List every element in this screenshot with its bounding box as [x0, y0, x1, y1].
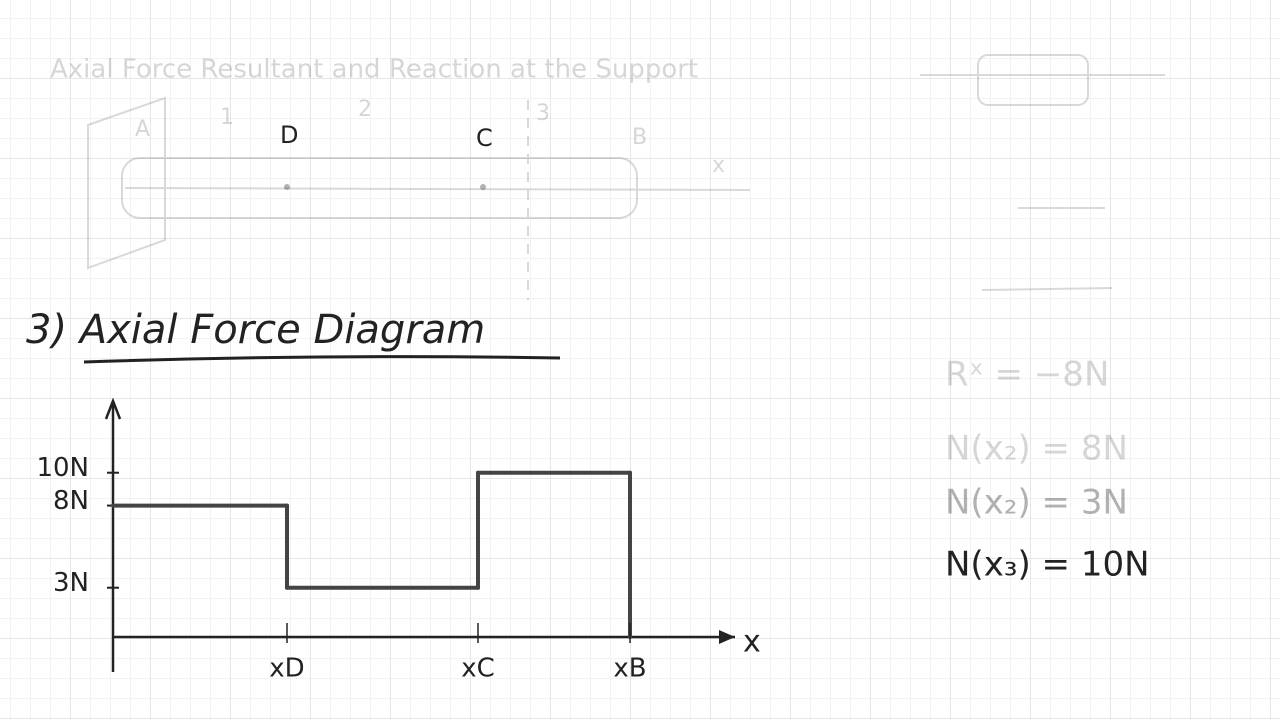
axis-label: x: [712, 153, 725, 178]
y-tick-label: 8N: [53, 486, 89, 516]
y-tick-label: 10N: [36, 453, 89, 483]
point-d: [284, 184, 290, 190]
y-tick-label: 3N: [53, 568, 89, 598]
section-title: 3) Axial Force Diagram: [26, 307, 485, 353]
beam: [121, 157, 638, 219]
section-label: 3: [536, 101, 550, 126]
point-label: A: [135, 117, 150, 142]
reaction: Rˣ = −8N: [945, 355, 1109, 395]
heading: Axial Force Resultant and Reaction at th…: [50, 55, 698, 85]
x-arrow: [719, 630, 735, 644]
title-underline: [83, 355, 561, 364]
section-label: 1: [220, 105, 234, 130]
y-arrow: [104, 397, 122, 420]
equation: N(x₂) = 3N: [945, 483, 1128, 523]
x-tick-label: xB: [613, 654, 646, 684]
beam-axis: [124, 187, 751, 191]
point-label: D: [280, 121, 298, 149]
x-tick-label: xC: [461, 654, 495, 684]
section-label: 2: [358, 97, 372, 122]
x-tick-label: xD: [269, 654, 304, 684]
faded-notes: Rˣ = −8N: [920, 54, 1165, 395]
equation: N(x₂) = 8N: [945, 429, 1128, 469]
point-label: B: [632, 125, 647, 150]
beam-points: [284, 184, 486, 190]
equation: N(x₃) = 10N: [945, 545, 1150, 585]
x-axis-label: x: [743, 625, 761, 660]
arrow: [981, 287, 1113, 291]
point-label: C: [476, 124, 493, 152]
wall: [87, 96, 166, 270]
free-body: [977, 54, 1089, 106]
beam-sketch: Axial Force Resultant and Reaction at th…: [50, 55, 751, 300]
point-c: [480, 184, 486, 190]
